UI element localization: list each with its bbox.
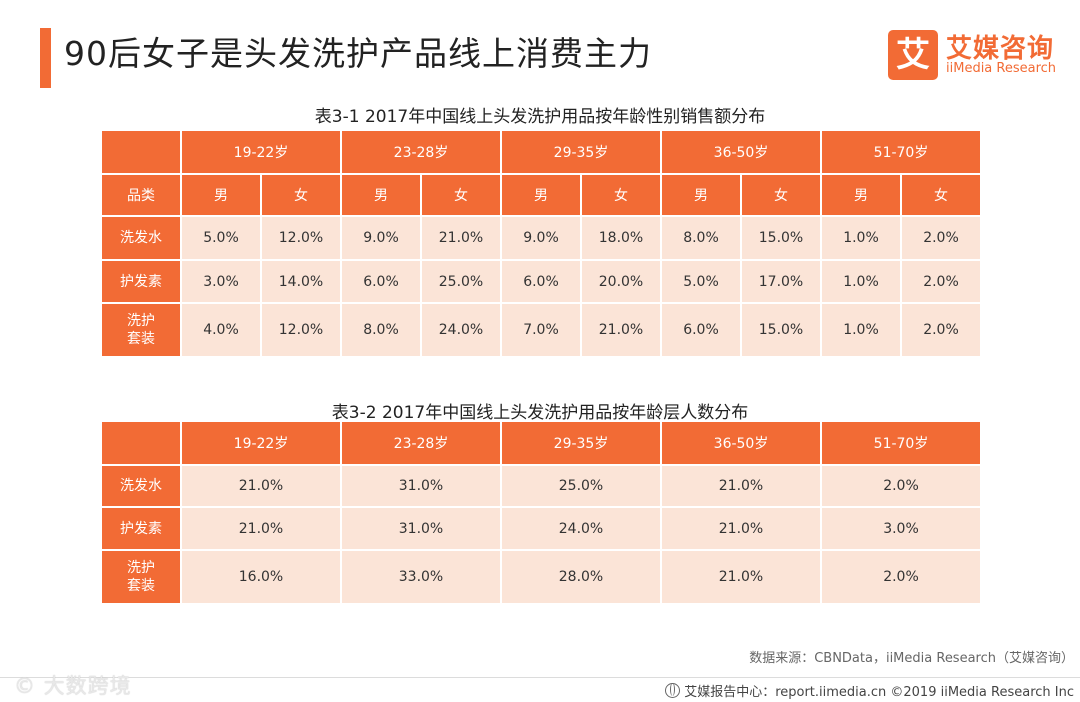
table1-gender-header: 女 (740, 173, 822, 217)
data-cell: 21.0% (180, 506, 342, 551)
data-cell: 8.0% (660, 215, 742, 261)
table1-gender-header-row: 品类 男 女 男 女 男 女 男 女 男 女 (100, 173, 982, 217)
logo-mark-icon: 艾 (888, 30, 938, 80)
table-row: 洗发水 5.0% 12.0% 9.0% 21.0% 9.0% 18.0% 8.0% 15.0% 1… (100, 215, 982, 261)
data-cell: 25.0% (420, 259, 502, 304)
table1-gender-header: 女 (420, 173, 502, 217)
data-cell: 18.0% (580, 215, 662, 261)
watermark-text: © 大数跨境 (14, 674, 132, 698)
table2-age-header: 29-35岁 (500, 420, 662, 466)
data-cell: 4.0% (180, 302, 262, 358)
table1-age-header-row: 19-22岁 23-28岁 29-35岁 36-50岁 51-70岁 (100, 129, 982, 175)
table2-age-header: 51-70岁 (820, 420, 982, 466)
table-row: 护发素 21.0% 31.0% 24.0% 21.0% 3.0% (100, 506, 982, 551)
row-category-label: 洗发水 (100, 215, 182, 261)
table1-gender-header: 男 (660, 173, 742, 217)
table2-age-header: 36-50岁 (660, 420, 822, 466)
data-cell: 21.0% (660, 549, 822, 605)
data-cell: 24.0% (420, 302, 502, 358)
table-row: 洗护 套装 16.0% 33.0% 28.0% 21.0% 2.0% (100, 549, 982, 605)
globe-icon (665, 683, 681, 698)
logo-cn-text: 艾媒咨询 (946, 34, 1055, 64)
data-cell: 6.0% (340, 259, 422, 304)
data-cell: 2.0% (900, 302, 982, 358)
table1-gender-header: 男 (820, 173, 902, 217)
data-source-note: 数据来源：CBNData，iiMedia Research（艾媒咨询） (749, 651, 1074, 666)
data-cell: 21.0% (580, 302, 662, 358)
data-cell: 1.0% (820, 215, 902, 261)
table-row: 洗护 套装 4.0% 12.0% 8.0% 24.0% 7.0% 21.0% 6.0% 15.0… (100, 302, 982, 358)
data-cell: 20.0% (580, 259, 662, 304)
table1-title: 表3-1 2017年中国线上头发洗护用品按年龄性别销售额分布 (314, 107, 766, 127)
data-cell: 6.0% (660, 302, 742, 358)
table1-corner-cell (100, 129, 182, 175)
table2-age-header: 23-28岁 (340, 420, 502, 466)
table1-age-header: 29-35岁 (500, 129, 662, 175)
table1-gender-header: 男 (180, 173, 262, 217)
table1-gender-header: 女 (260, 173, 342, 217)
data-cell: 24.0% (500, 506, 662, 551)
table1-sales-by-age-gender: 19-22岁 23-28岁 29-35岁 36-50岁 51-70岁 品类 男 … (100, 129, 982, 358)
data-cell: 31.0% (340, 506, 502, 551)
table1-age-header: 19-22岁 (180, 129, 342, 175)
row-category-label: 洗护 套装 (100, 302, 182, 358)
data-cell: 2.0% (820, 464, 982, 508)
page-title: 90后女子是头发洗护产品线上消费主力 (64, 34, 652, 73)
data-cell: 14.0% (260, 259, 342, 304)
data-cell: 21.0% (180, 464, 342, 508)
data-cell: 12.0% (260, 302, 342, 358)
data-cell: 9.0% (340, 215, 422, 261)
table2-age-header: 19-22岁 (180, 420, 342, 466)
table1-gender-header: 男 (500, 173, 582, 217)
data-cell: 7.0% (500, 302, 582, 358)
data-cell: 2.0% (900, 259, 982, 304)
table1-age-header: 23-28岁 (340, 129, 502, 175)
data-cell: 5.0% (660, 259, 742, 304)
table2-users-by-age: 19-22岁 23-28岁 29-35岁 36-50岁 51-70岁 洗发水 21… (100, 420, 982, 605)
table2-age-header-row: 19-22岁 23-28岁 29-35岁 36-50岁 51-70岁 (100, 420, 982, 466)
table1-gender-header: 女 (900, 173, 982, 217)
data-cell: 8.0% (340, 302, 422, 358)
table1-age-header: 51-70岁 (820, 129, 982, 175)
iimedia-logo: 艾 艾媒咨询 iiMedia Research (888, 30, 1078, 84)
data-cell: 28.0% (500, 549, 662, 605)
data-cell: 15.0% (740, 302, 822, 358)
table1-gender-header: 女 (580, 173, 662, 217)
row-category-label: 护发素 (100, 506, 182, 551)
data-cell: 2.0% (900, 215, 982, 261)
data-cell: 21.0% (660, 506, 822, 551)
table1-age-header: 36-50岁 (660, 129, 822, 175)
data-cell: 16.0% (180, 549, 342, 605)
data-cell: 15.0% (740, 215, 822, 261)
data-cell: 1.0% (820, 259, 902, 304)
data-cell: 9.0% (500, 215, 582, 261)
table2-corner-cell (100, 420, 182, 466)
data-cell: 31.0% (340, 464, 502, 508)
logo-en-text: iiMedia Research (946, 61, 1057, 76)
data-cell: 25.0% (500, 464, 662, 508)
data-cell: 5.0% (180, 215, 262, 261)
table-row: 洗发水 21.0% 31.0% 25.0% 21.0% 2.0% (100, 464, 982, 508)
table1-gender-header: 男 (340, 173, 422, 217)
data-cell: 33.0% (340, 549, 502, 605)
data-cell: 1.0% (820, 302, 902, 358)
data-cell: 3.0% (180, 259, 262, 304)
footer-bar: 艾媒报告中心：report.iimedia.cn ©2019 iiMedia R… (665, 681, 1074, 700)
footer-divider (0, 677, 1080, 678)
table-row: 护发素 3.0% 14.0% 6.0% 25.0% 6.0% 20.0% 5.0% 17.0% 1… (100, 259, 982, 304)
data-cell: 3.0% (820, 506, 982, 551)
row-category-label: 洗发水 (100, 464, 182, 508)
footer-text: 艾媒报告中心：report.iimedia.cn ©2019 iiMedia R… (684, 685, 1074, 700)
data-cell: 6.0% (500, 259, 582, 304)
data-cell: 21.0% (660, 464, 822, 508)
table2-title: 表3-2 2017年中国线上头发洗护用品按年龄层人数分布 (331, 403, 749, 423)
data-cell: 12.0% (260, 215, 342, 261)
data-cell: 2.0% (820, 549, 982, 605)
data-cell: 21.0% (420, 215, 502, 261)
row-category-label: 洗护 套装 (100, 549, 182, 605)
row-category-label: 护发素 (100, 259, 182, 304)
data-cell: 17.0% (740, 259, 822, 304)
table1-category-header: 品类 (100, 173, 182, 217)
title-accent-bar (40, 28, 51, 88)
